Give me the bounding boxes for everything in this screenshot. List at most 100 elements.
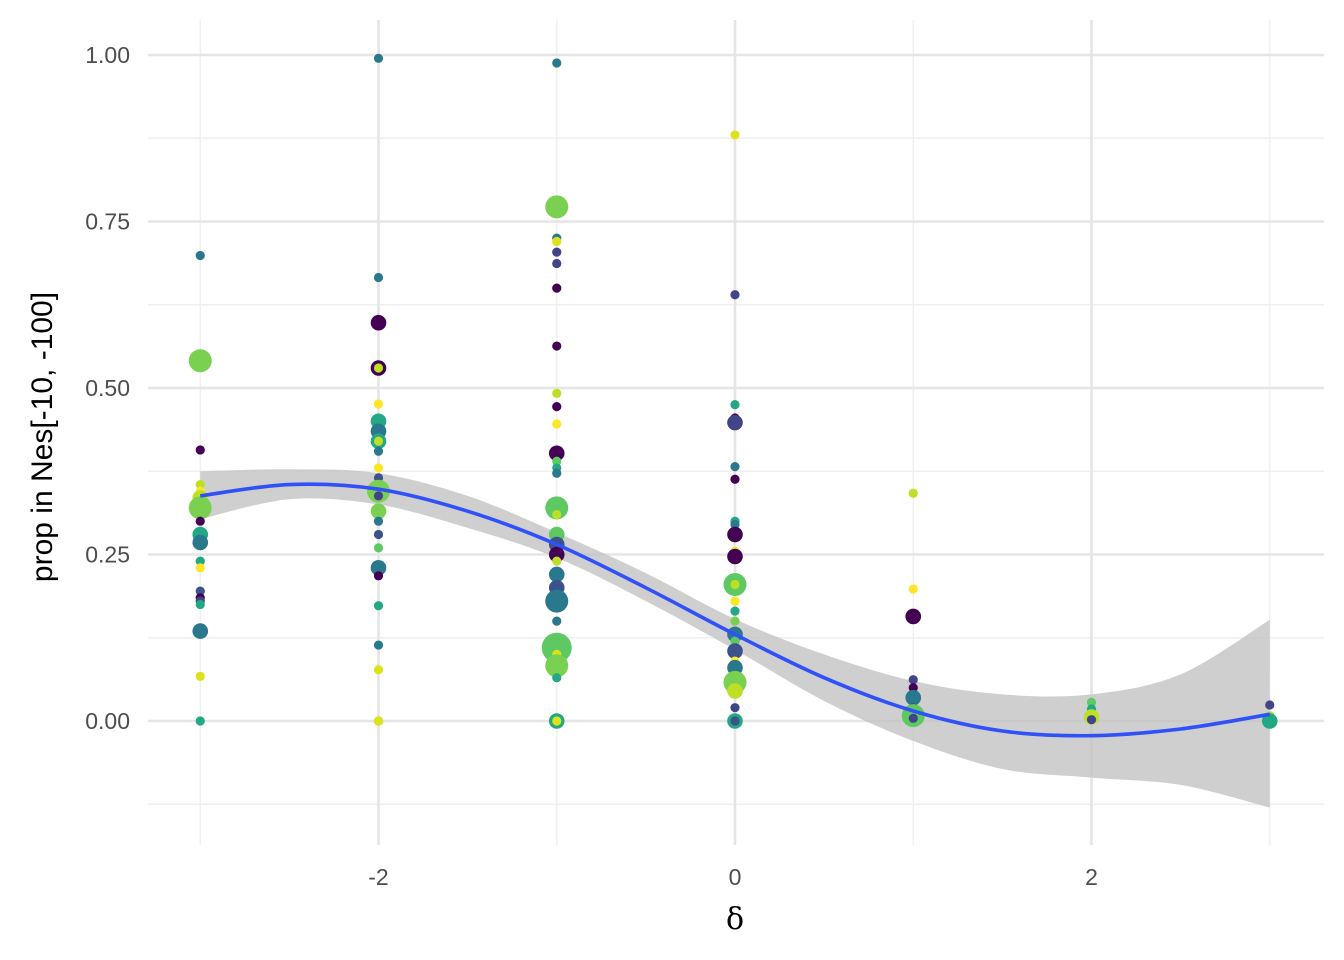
x-tick-label: -2 [368,864,388,890]
data-point [1261,713,1278,729]
data-point [552,716,562,726]
data-point [373,529,384,540]
data-point [727,548,743,565]
data-point [905,608,922,625]
smooth-line-layer [200,482,1271,738]
data-point [552,468,562,478]
data-point [373,601,384,611]
data-point [373,571,384,581]
data-point [367,479,390,503]
data-point [730,400,740,410]
data-point [908,584,918,594]
y-tick-label: 0.00 [85,708,130,734]
data-point [552,616,562,626]
data-point [727,526,743,543]
y-axis-title: prop in Nes[-10, -100] [26,292,59,582]
data-point [1086,715,1097,725]
data-point [908,488,918,498]
data-point [188,496,212,520]
data-point [195,563,205,573]
data-point [552,247,562,257]
data-point [730,474,740,484]
data-point [373,491,384,501]
data-point [373,516,384,526]
data-point [373,543,384,553]
data-point [727,643,743,659]
data-point [727,414,743,431]
y-tick-label: 0.75 [85,209,130,235]
data-point [552,556,562,566]
data-point [552,236,562,247]
data-point [552,456,562,466]
y-tick-labels: 0.00 0.25 0.50 0.75 1.00 [85,42,130,734]
data-point [730,596,740,606]
x-tick-labels: -2 0 2 [368,864,1098,890]
data-point [552,402,562,412]
y-tick-label: 1.00 [85,42,130,68]
data-point [195,716,205,726]
data-point [195,586,205,596]
data-point [373,272,384,283]
data-point [373,399,384,409]
data-point [373,463,384,473]
data-point [195,250,205,261]
data-point [730,290,740,300]
data-point [727,683,743,699]
data-point [195,445,205,455]
data-point [370,560,387,576]
data-point [552,341,562,351]
data-point [192,534,209,551]
data-point [373,436,384,446]
data-point [373,640,384,650]
data-point [370,503,387,520]
data-point [545,654,569,678]
smooth-line [200,482,1271,738]
y-tick-label: 0.25 [85,542,130,568]
data-point [730,606,740,616]
data-point [373,665,384,675]
data-point [1265,700,1275,710]
data-point [373,446,384,456]
data-point [545,589,569,613]
data-point [548,566,565,583]
y-tick-label: 0.50 [85,375,130,401]
data-point [552,673,562,683]
data-point [195,556,205,566]
data-point [730,616,740,626]
scatter-points [188,53,1278,729]
data-point [730,716,740,726]
data-point [195,599,205,610]
data-point [545,195,569,219]
data-point [548,445,565,462]
data-point [908,675,918,685]
data-point [195,516,205,526]
data-point [552,283,562,293]
data-point [905,689,922,706]
data-point [552,419,562,429]
data-point [188,349,212,373]
data-point [730,130,740,140]
data-point [552,388,562,398]
data-point [730,519,740,530]
x-axis-title: δ [726,902,744,937]
data-point [552,509,562,520]
data-point [730,636,740,646]
data-point [552,258,562,269]
data-point [195,479,205,490]
data-point [373,363,384,373]
data-point [908,713,918,723]
x-tick-label: 2 [1085,864,1098,890]
x-tick-label: 0 [729,864,742,890]
data-point [192,623,209,639]
data-point [545,496,569,520]
data-point [373,53,384,63]
data-point [373,716,384,726]
data-point [730,579,740,590]
data-point [548,546,565,563]
data-point [541,632,572,663]
data-point [552,58,562,68]
data-point [195,671,205,681]
data-point [370,314,387,331]
data-point [730,461,740,472]
